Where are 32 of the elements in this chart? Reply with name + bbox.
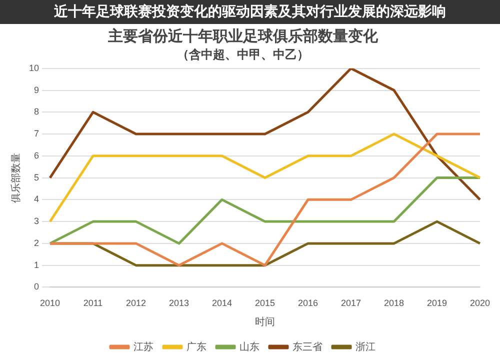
text: 近十年足球联赛投资变化的驱动因素及其对行业发展的深远影响 [0,0,500,24]
y-tick-label: 8 [34,106,40,117]
x-tick-label: 2017 [340,298,362,308]
y-tick-label: 0 [34,282,40,292]
y-tick-label: 6 [34,150,40,160]
legend-label: 浙江 [356,340,376,353]
x-tick-label: 2016 [298,298,318,308]
y-tick-label: 2 [34,238,40,248]
y-tick-label: 7 [34,128,40,139]
y-tick-label: 9 [34,84,40,95]
x-tick-label: 2011 [83,298,103,308]
legend-label: 江苏 [134,340,154,353]
x-tick-label: 2010 [40,298,60,308]
chart-subtitle: （含中超、中甲、中乙） [177,48,309,62]
x-axis-title: 时间 [255,316,276,328]
x-tick-label: 2012 [126,298,146,308]
y-tick-label: 5 [34,172,40,182]
y-tick-label: 3 [34,216,40,226]
x-tick-label: 2013 [168,298,190,308]
y-tick-label: 1 [34,260,40,270]
y-tick-label: 4 [34,194,40,204]
y-axis-title: 俱乐部数量 [10,152,22,203]
y-tick-label: 10 [28,62,40,73]
legend-label: 东三省 [292,340,322,353]
x-tick-label: 2020 [470,298,490,308]
chart-title: 主要省份近十年职业足球俱乐部数量变化 [107,27,379,46]
legend-label: 广东 [186,340,206,353]
x-tick-label: 2014 [212,298,232,308]
x-tick-label: 2018 [384,298,404,308]
x-tick-label: 2019 [426,298,448,308]
legend-label: 山东 [240,340,260,353]
x-tick-label: 2015 [254,298,276,308]
